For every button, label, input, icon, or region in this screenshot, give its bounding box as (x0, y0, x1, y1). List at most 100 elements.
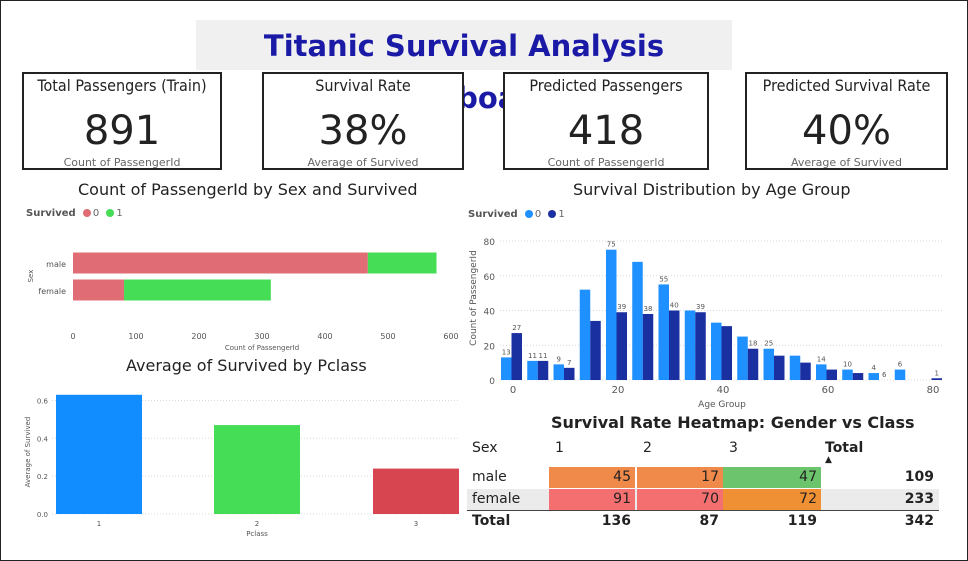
bar (553, 364, 564, 380)
bar-segment (73, 279, 125, 301)
heatmap-column-header[interactable]: 1 (555, 440, 564, 456)
kpi-subtitle: Average of Survived (790, 156, 903, 169)
age-chart-title: Survival Distribution by Age Group (573, 180, 851, 199)
heatmap-cell[interactable]: 17 (637, 467, 723, 488)
data-label: 39 (696, 303, 705, 311)
data-label: 7 (567, 359, 571, 367)
bar (373, 468, 459, 514)
heatmap-cell[interactable]: 72 (723, 489, 821, 510)
bar (816, 364, 827, 380)
bar (737, 336, 748, 380)
y-tick-label: 0.2 (37, 473, 48, 481)
heatmap-grand-total: 342 (904, 513, 934, 529)
bar (800, 362, 811, 380)
kpi-title: Total Passengers (Train) (37, 76, 207, 95)
heatmap-row-total: 109 (904, 469, 934, 485)
heatmap-cell[interactable]: 47 (723, 467, 821, 488)
x-tick-label: 1 (97, 520, 101, 528)
heatmap-row-label: male (472, 469, 507, 485)
heatmap-cell[interactable]: 45 (549, 467, 635, 488)
kpi-card-total-passengers[interactable]: Total Passengers (Train) 891 Count of Pa… (22, 72, 222, 170)
y-axis-label: Count of PassengerId (469, 250, 479, 346)
data-label: 4 (872, 364, 877, 372)
x-tick-label: 200 (191, 332, 206, 341)
bar-segment (73, 252, 368, 274)
bar (747, 348, 759, 380)
bar (537, 360, 549, 380)
x-tick-label: 100 (128, 332, 143, 341)
data-label: 14 (817, 355, 826, 363)
x-tick-label: 3 (414, 520, 418, 528)
sex-chart-legend[interactable]: Survived 0 1 (26, 208, 123, 219)
bar (56, 394, 142, 514)
kpi-card-predicted-passengers[interactable]: Predicted Passengers 418 Count of Passen… (503, 72, 709, 170)
bar (590, 320, 601, 380)
x-tick-label: 600 (443, 332, 458, 341)
x-tick-label: 2 (255, 520, 259, 528)
heatmap-column-header[interactable]: 2 (643, 440, 652, 456)
heatmap-divider (467, 510, 939, 511)
kpi-value: 418 (567, 108, 645, 154)
kpi-card-predicted-survival-rate[interactable]: Predicted Survival Rate 40% Average of S… (745, 72, 948, 170)
data-label: 40 (670, 302, 679, 310)
legend-swatch (548, 210, 557, 218)
kpi-value: 891 (83, 108, 161, 154)
x-axis-label: Pclass (246, 530, 268, 538)
data-label: 9 (557, 355, 561, 363)
y-tick-label: 0.0 (37, 511, 48, 519)
data-label: 6 (882, 371, 887, 379)
data-label: 55 (659, 275, 668, 283)
legend-swatch (524, 210, 533, 218)
bar (868, 373, 879, 380)
bar (579, 289, 591, 380)
x-tick-label: 300 (254, 332, 269, 341)
bar (214, 425, 300, 514)
y-tick-label: 80 (484, 238, 496, 248)
y-tick-label: 40 (484, 308, 496, 318)
sort-descending-icon: ▲ (825, 455, 832, 465)
data-label: 38 (644, 305, 653, 313)
heatmap-column-header[interactable]: 3 (729, 440, 738, 456)
x-tick-label: 60 (822, 385, 835, 396)
bar (852, 373, 864, 380)
y-tick-label: 0.6 (37, 397, 49, 405)
age-chart-legend[interactable]: Survived 0 1 (468, 209, 565, 220)
bar (669, 310, 680, 380)
x-tick-label: 40 (717, 385, 730, 396)
x-axis-label: Count of PassengerId (225, 344, 299, 352)
bar (894, 369, 906, 380)
bar-segment (367, 252, 437, 274)
x-tick-label: 0 (70, 332, 75, 341)
legend-swatch (106, 209, 115, 217)
heatmap-total-header[interactable]: Total (825, 440, 864, 456)
data-label: 1 (935, 369, 939, 377)
x-tick-label: 0 (510, 385, 516, 396)
bar (564, 367, 575, 380)
kpi-subtitle: Count of PassengerId (63, 156, 181, 169)
bar (842, 369, 853, 380)
heatmap-row-label: female (472, 491, 521, 507)
heatmap-cell[interactable]: 70 (637, 489, 723, 510)
bar (763, 348, 774, 380)
heatmap-cell[interactable]: 91 (549, 489, 635, 510)
heatmap-column-total: 87 (699, 513, 719, 529)
kpi-card-survival-rate[interactable]: Survival Rate 38% Average of Survived (262, 72, 464, 170)
bar (774, 355, 785, 380)
legend-label: 0 (534, 209, 542, 220)
y-tick-label: male (46, 260, 66, 269)
data-label: 18 (749, 340, 758, 348)
legend-title: Survived (468, 209, 518, 220)
heatmap-total-label: Total (472, 513, 511, 529)
heatmap-column-total: 119 (787, 513, 817, 529)
heatmap-row-total: 233 (904, 491, 934, 507)
bar (684, 310, 696, 380)
heatmap-column-total: 136 (601, 513, 631, 529)
x-tick-label: 20 (612, 385, 625, 396)
y-axis-label: Sex (27, 270, 35, 283)
legend-title: Survived (26, 208, 76, 219)
y-tick-label: female (38, 287, 66, 296)
bar (826, 369, 837, 380)
y-tick-label: 0.4 (37, 435, 49, 443)
heatmap-row-header: Sex (472, 440, 498, 456)
